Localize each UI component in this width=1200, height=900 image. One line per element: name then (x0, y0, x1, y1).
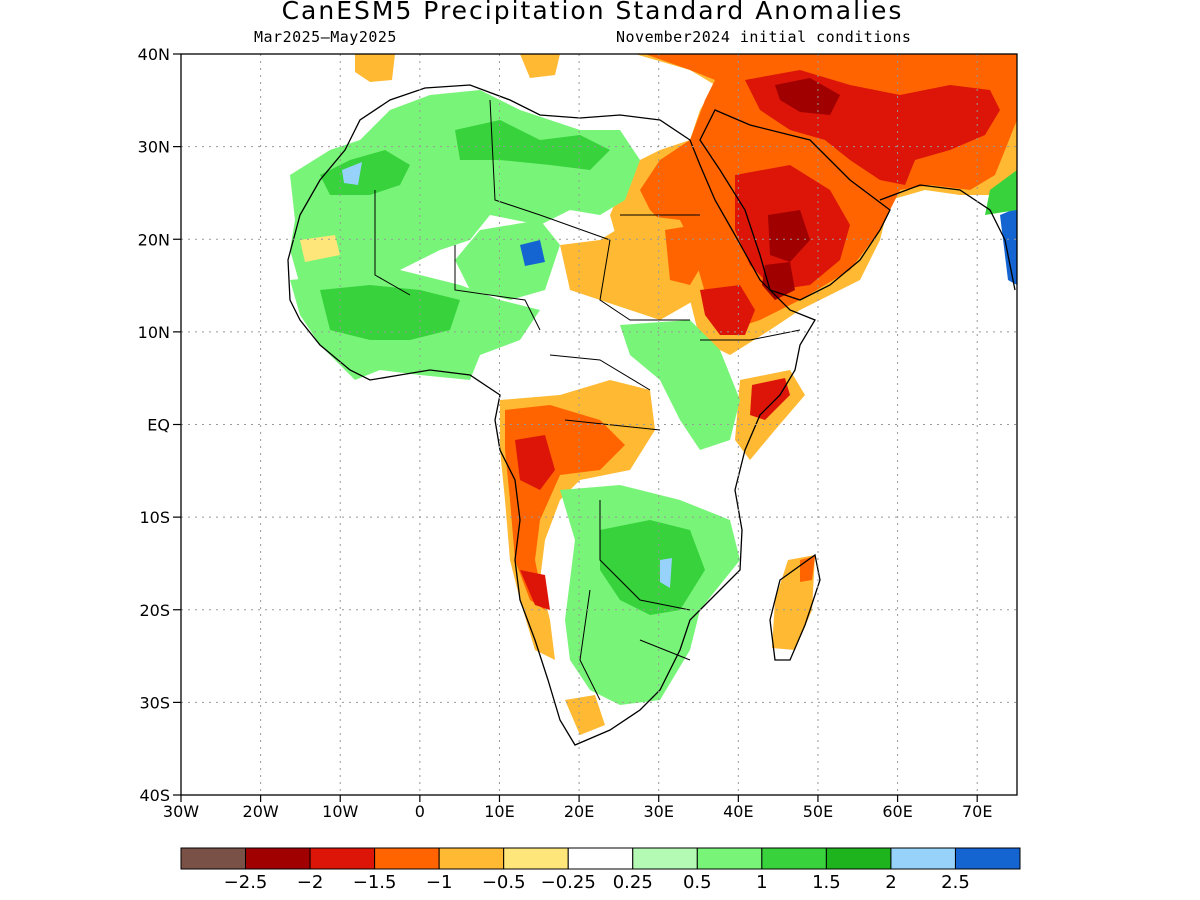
anomaly-region (665, 225, 705, 285)
lat-tick-label: 20N (138, 230, 170, 249)
colorbar-swatch (954, 847, 1021, 870)
lon-tick-label: 10E (484, 802, 514, 821)
anomaly-region (355, 54, 395, 82)
colorbar-swatch (245, 847, 311, 870)
colorbar-label: 0.5 (683, 872, 712, 893)
lon-tick-label: 20W (243, 802, 279, 821)
anomaly-region (455, 220, 560, 300)
colorbar-label: 1 (756, 872, 767, 893)
colorbar-label: 1.5 (812, 872, 841, 893)
lon-tick-label: 10W (322, 802, 358, 821)
colorbar-swatch (180, 847, 247, 870)
anomaly-region (985, 170, 1017, 215)
colorbar-label: 0.25 (613, 872, 653, 893)
colorbar-label: 2.5 (941, 872, 970, 893)
colorbar-swatch (309, 847, 376, 870)
anomaly-region (1000, 208, 1017, 285)
colorbar-swatch (374, 847, 440, 870)
anomaly-region (520, 240, 545, 266)
lat-tick-label: 10S (139, 508, 170, 527)
anomaly-region (620, 320, 740, 450)
lon-tick-label: 50E (803, 802, 833, 821)
latitude-axis: 40N 30N 20N 10N EQ 10S 20S 30S 40S (138, 45, 181, 805)
lon-tick-label: 0 (415, 802, 425, 821)
anomaly-region (520, 570, 550, 610)
colorbar-swatch (696, 847, 763, 870)
colorbar-label: −0.25 (541, 872, 596, 893)
anomaly-region (660, 558, 672, 588)
colorbar-swatch (438, 847, 505, 870)
map-title: CanESM5 Precipitation Standard Anomalies (281, 0, 904, 25)
anomaly-region (455, 120, 610, 170)
lon-tick-label: 20E (564, 802, 594, 821)
lat-tick-label: 40N (138, 45, 170, 64)
anomaly-region (320, 150, 410, 195)
lat-tick-label: 20S (139, 601, 170, 620)
gridlines (181, 54, 1017, 795)
colorbar-swatch (632, 847, 698, 870)
anomaly-region (565, 695, 605, 735)
anomaly-region (700, 285, 755, 335)
colorbar-label: −2 (297, 872, 324, 893)
lon-tick-label: 30E (643, 802, 673, 821)
anomaly-field (290, 54, 1017, 735)
longitude-axis: 30W 20W 10W 0 10E 20E 30E 40E 50E 60E 70E (163, 795, 992, 821)
anomaly-region (300, 235, 340, 262)
lon-tick-label: 40E (723, 802, 753, 821)
anomaly-region (520, 54, 560, 78)
anomaly-region (320, 285, 460, 340)
lat-tick-label: 30S (139, 693, 170, 712)
lon-tick-label: 30W (163, 802, 199, 821)
colorbar: −2.5 −2 −1.5 −1 −0.5 −0.25 0.25 0.5 1 1.5 2 2.5 (180, 847, 1021, 893)
lat-tick-label: EQ (147, 416, 170, 435)
initial-conditions: November2024 initial conditions (616, 28, 912, 46)
anomaly-region (560, 215, 700, 320)
forecast-period: Mar2025–May2025 (254, 28, 397, 46)
anomaly-region (342, 162, 362, 185)
anomaly-region (775, 78, 840, 115)
anomaly-region (768, 210, 810, 262)
lon-tick-label: 60E (882, 802, 912, 821)
lat-tick-label: 40S (139, 786, 170, 805)
lon-tick-label: 70E (962, 802, 992, 821)
colorbar-label: −1 (426, 872, 453, 893)
colorbar-label: −0.5 (482, 872, 526, 893)
lat-tick-label: 10N (138, 323, 170, 342)
colorbar-swatch (503, 847, 569, 870)
country-borders (374, 99, 801, 701)
colorbar-label: 2 (885, 872, 896, 893)
lat-tick-label: 30N (138, 138, 170, 157)
colorbar-swatch (761, 847, 827, 870)
colorbar-swatch (567, 847, 634, 870)
anomaly-region (600, 520, 705, 615)
anomaly-region (515, 435, 555, 490)
colorbar-swatch (825, 847, 892, 870)
colorbar-label: −1.5 (353, 872, 397, 893)
anomaly-region (750, 378, 790, 420)
colorbar-label: −2.5 (224, 872, 268, 893)
colorbar-swatch (890, 847, 956, 870)
